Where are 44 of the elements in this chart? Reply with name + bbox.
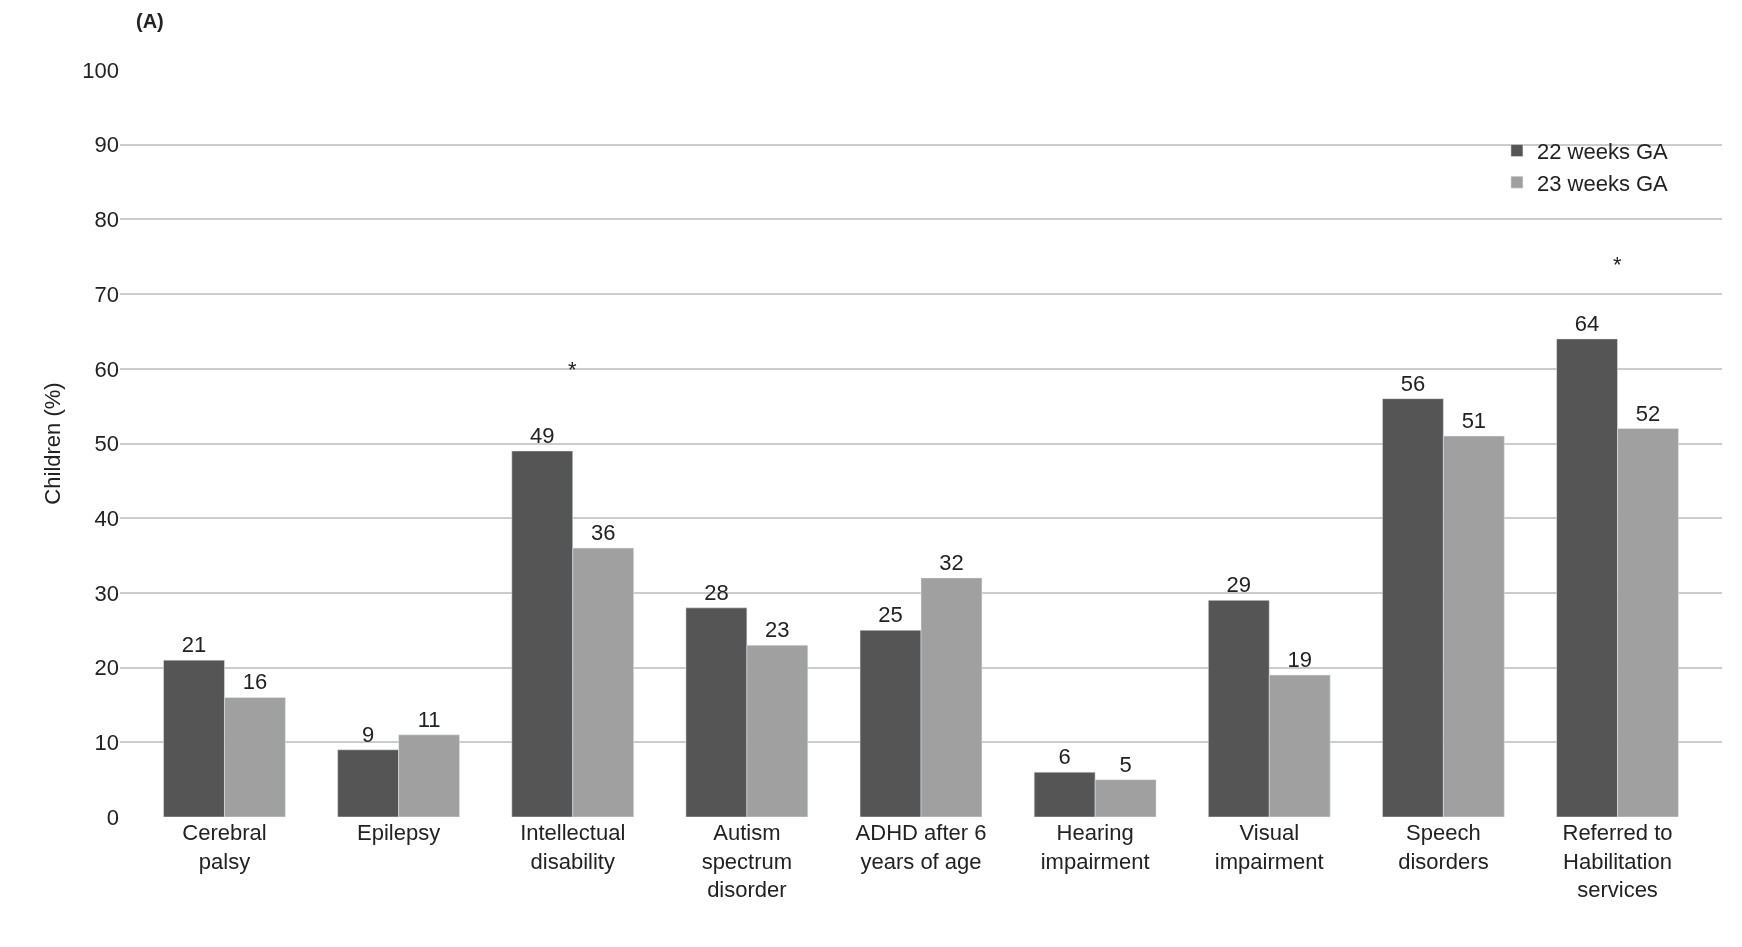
- chart-title: (A): [136, 10, 164, 33]
- y-tick-label: 90: [94, 132, 119, 158]
- data-label: 29: [1226, 572, 1252, 598]
- data-label: 28: [704, 579, 729, 605]
- data-label: 16: [242, 669, 268, 695]
- data-label: 56: [1400, 370, 1426, 396]
- data-label: 52: [1635, 400, 1661, 426]
- data-label: 51: [1461, 408, 1487, 434]
- y-tick-label: 40: [94, 505, 119, 531]
- y-tick-label: 80: [94, 207, 119, 233]
- annotation: *: [568, 357, 577, 382]
- data-label: 5: [1119, 751, 1132, 777]
- y-tick-label: 30: [94, 580, 119, 606]
- data-label: 32: [939, 549, 964, 575]
- y-tick-label: 100: [82, 57, 119, 83]
- annotation: *: [1613, 252, 1622, 277]
- x-tick-label: Hearing impairment: [1040, 820, 1150, 874]
- data-label: 9: [362, 721, 375, 747]
- data-label: 64: [1574, 310, 1600, 336]
- x-tick-label: Epilepsy: [357, 820, 441, 845]
- y-tick-label: 60: [94, 356, 119, 382]
- data-label: 11: [417, 706, 441, 732]
- x-tick-label: Referred to Habilitation services: [1562, 820, 1673, 903]
- y-tick-label: 10: [94, 730, 119, 755]
- data-label: 36: [590, 520, 616, 546]
- data-label: 6: [1058, 744, 1071, 770]
- data-label: 19: [1287, 647, 1312, 673]
- x-tick-label: Autism spectrum disorder: [701, 820, 793, 903]
- data-label: 25: [878, 602, 903, 628]
- x-tick-label: Visual impairment: [1214, 820, 1324, 874]
- data-label: 21: [181, 632, 207, 658]
- y-axis-title: Children (%): [40, 382, 66, 505]
- legend-label: 22 weeks GA: [1536, 139, 1669, 165]
- x-tick-label: Intellectual disability: [520, 820, 626, 874]
- data-label: 49: [530, 422, 555, 448]
- x-tick-label: ADHD after 6 years of age: [855, 820, 987, 874]
- y-tick-label: 50: [94, 431, 119, 457]
- y-tick-label: 20: [94, 655, 119, 681]
- legend-label: 23 weeks GA: [1536, 170, 1669, 196]
- x-tick-label: Speech disorders: [1398, 820, 1489, 874]
- y-tick-label: 70: [94, 281, 119, 307]
- data-label: 23: [765, 617, 790, 643]
- y-tick-label: 0: [106, 804, 119, 830]
- x-tick-label: Cerebral palsy: [182, 820, 267, 874]
